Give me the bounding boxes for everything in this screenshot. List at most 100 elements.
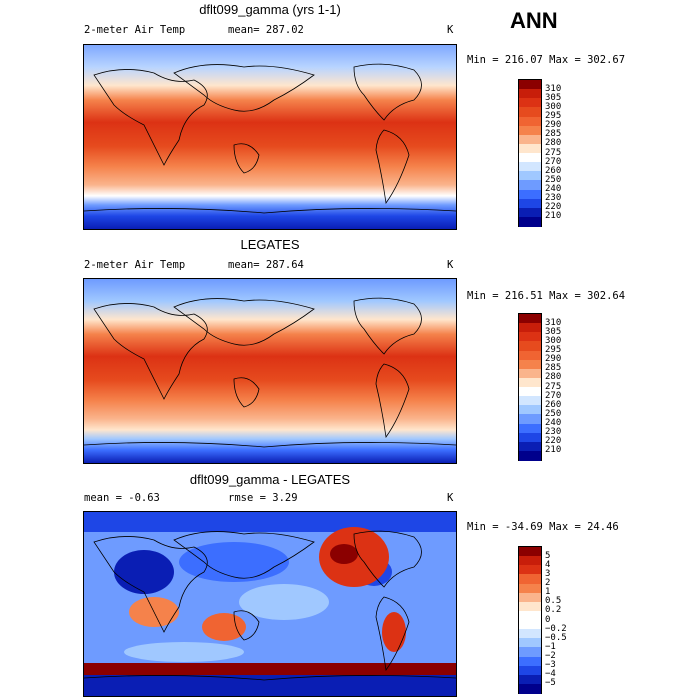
panel-2-colorbar-label: 290	[545, 354, 562, 365]
panel-3-colorbar-swatch	[519, 647, 541, 657]
panel-2-colorbar-swatch	[519, 450, 541, 461]
panel-1-colorbar-label: 310	[545, 83, 562, 94]
panel-3-colorbar-label: 3	[545, 568, 551, 579]
panel-3-colorbar-swatch	[519, 674, 541, 685]
panel-3-rmse: rmse = 3.29	[228, 492, 298, 504]
panel-3-mean: mean = -0.63	[84, 492, 160, 504]
panel-1-unit: K	[447, 24, 454, 36]
panel-1-colorbar-swatch	[519, 198, 541, 209]
panel-1-colorbar-swatch	[519, 134, 541, 145]
panel-1-colorbar-swatch	[519, 107, 541, 117]
panel-1-colorbar-label: 250	[545, 174, 562, 185]
panel-3-colorbar-label: 2	[545, 578, 551, 588]
panel-1-colorbar-swatch	[519, 153, 541, 163]
panel-2-colorbar-label: 230	[545, 427, 562, 438]
panel-3-colorbar: 5 4 3 2 1 0.5 0.2 0 −0.2 −0.5 −1 −2 −3 −4 −5	[518, 546, 567, 694]
panel-3-colorbar-swatch	[519, 683, 541, 694]
panel-1-colorbar-label: 290	[545, 120, 562, 131]
panel-3-colorbar-label: 0	[545, 614, 551, 625]
panel-2-colorbar-swatch	[519, 441, 541, 452]
panel-2-colorbar-swatch	[519, 423, 541, 434]
panel-2-colorbar-swatch	[519, 341, 541, 351]
panel-1-colorbar: 310 305 300 295 290 285 280 275 270 260 250 240 230 2…	[518, 79, 561, 227]
panel-3-colorbar-label: −2	[545, 651, 556, 661]
panel-3-colorbar-swatch	[519, 620, 541, 630]
panel-3-colorbar-label: 1	[545, 587, 551, 598]
panel-3-colorbar-swatch	[519, 574, 541, 584]
panel-1-colorbar-label: 240	[545, 184, 562, 194]
panel-2-colorbar-label: 270	[545, 390, 562, 401]
panel-2-colorbar-label: 295	[545, 345, 562, 355]
panel-1-colorbar-label: 210	[545, 211, 562, 222]
panel-2-colorbar-swatch	[519, 350, 541, 361]
panel-2-colorbar-swatch	[519, 359, 541, 370]
panel-2-colorbar-label: 250	[545, 408, 562, 419]
panel-3-colorbar-swatch	[519, 610, 541, 621]
panel-3-colorbar-swatch	[519, 547, 541, 557]
panel-2-colorbar-swatch	[519, 387, 541, 397]
panel-2-variable: 2-meter Air Temp	[84, 259, 186, 271]
panel-2-colorbar-swatch	[519, 405, 541, 415]
panel-2-colorbar-swatch	[519, 396, 541, 406]
panel-2-colorbar-label: 305	[545, 326, 562, 337]
panel-1-colorbar-label: 280	[545, 138, 562, 149]
panel-2-colorbar-label: 285	[545, 363, 562, 374]
panel-2-unit: K	[447, 259, 454, 271]
panel-1-colorbar-swatch	[519, 171, 541, 181]
panel-2-colorbar-swatch	[519, 332, 541, 342]
panel-3-colorbar-label: −1	[545, 641, 556, 652]
panel-1-colorbar-swatch	[519, 162, 541, 172]
panel-3-colorbar-label: 0.2	[545, 605, 562, 616]
panel-1-colorbar-swatch	[519, 98, 541, 108]
panel-3-colorbar-swatch	[519, 601, 541, 612]
panel-1-colorbar-swatch	[519, 116, 541, 127]
panel-2-colorbar-label: 275	[545, 381, 562, 392]
panel-1-colorbar-label: 270	[545, 156, 562, 167]
panel-1-colorbar-swatch	[519, 89, 541, 99]
panel-1-title: dflt099_gamma (yrs 1-1)	[199, 2, 341, 17]
season-label: ANN	[510, 8, 558, 33]
panel-2-colorbar-label: 300	[545, 335, 562, 346]
panel-1-colorbar-label: 300	[545, 101, 562, 112]
panel-2-colorbar-swatch	[519, 323, 541, 333]
panel-1-colorbar-label: 260	[545, 165, 562, 176]
panel-2-map	[83, 278, 457, 464]
panel-3-colorbar-swatch	[519, 565, 541, 575]
panel-2-colorbar-swatch	[519, 368, 541, 379]
panel-1-mean: mean= 287.02	[228, 24, 304, 36]
panel-2-colorbar-swatch	[519, 432, 541, 443]
panel-1-colorbar-label: 220	[545, 202, 562, 213]
panel-2-colorbar-label: 210	[545, 445, 562, 456]
panel-1-colorbar-swatch	[519, 189, 541, 200]
panel-3-unit: K	[447, 492, 454, 504]
panel-2-mean: mean= 287.64	[228, 259, 304, 271]
panel-3-colorbar-swatch	[519, 583, 541, 594]
panel-3-colorbar-swatch	[519, 592, 541, 603]
panel-3-title: dflt099_gamma - LEGATES	[189, 472, 351, 487]
panel-2-colorbar-label: 310	[545, 317, 562, 328]
panel-2-minmax: Min = 216.51 Max = 302.64	[467, 290, 626, 302]
panel-2-colorbar-label: 280	[545, 372, 562, 383]
panel-3-colorbar-swatch	[519, 629, 541, 639]
panel-1-map	[83, 44, 457, 230]
panel-3-colorbar-label: −5	[545, 678, 556, 689]
panel-2-title: LEGATES	[240, 237, 300, 252]
panel-2-colorbar-swatch	[519, 314, 541, 324]
panel-1-colorbar-swatch	[519, 216, 541, 227]
panel-3-map	[83, 511, 457, 697]
panel-2-colorbar-swatch	[519, 377, 541, 388]
panel-1-minmax: Min = 216.07 Max = 302.67	[467, 54, 626, 66]
panel-1-variable: 2-meter Air Temp	[84, 24, 186, 36]
panel-2-colorbar: 310 305 300 295 290 285 280 275 270 260 250 240 230 2…	[518, 313, 561, 461]
panel-2-colorbar-label: 220	[545, 436, 562, 447]
panel-1-colorbar-swatch	[519, 80, 541, 90]
panel-3-minmax: Min = -34.69 Max = 24.46	[467, 521, 619, 533]
panel-3-colorbar-label: −3	[545, 660, 556, 671]
panel-1-colorbar-label: 305	[545, 92, 562, 103]
panel-2-colorbar-label: 240	[545, 418, 562, 428]
panel-1-colorbar-label: 285	[545, 129, 562, 140]
panel-3-colorbar-label: 0.5	[545, 596, 562, 607]
panel-3-colorbar-swatch	[519, 665, 541, 676]
panel-3-colorbar-label: −0.5	[545, 632, 567, 643]
panel-3-colorbar-label: 4	[545, 559, 551, 570]
